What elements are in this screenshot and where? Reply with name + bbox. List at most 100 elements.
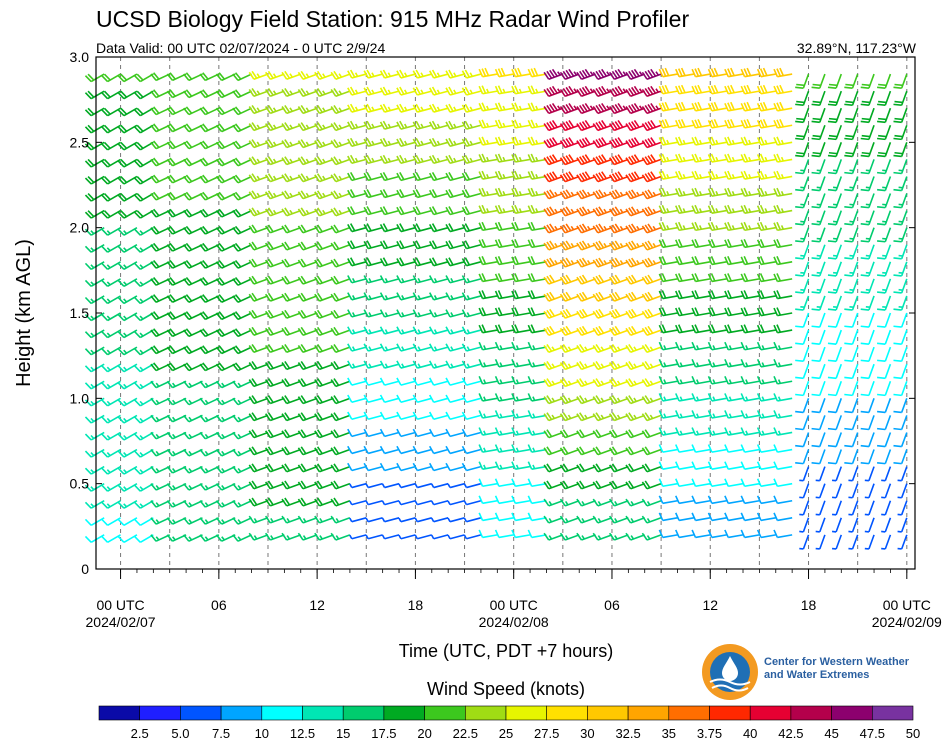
wind-barb bbox=[84, 107, 105, 117]
wind-barb bbox=[396, 223, 416, 233]
wind-barb bbox=[827, 415, 843, 431]
wind-barb bbox=[724, 461, 744, 470]
wind-barb bbox=[281, 429, 302, 439]
wind-barb bbox=[559, 189, 580, 200]
wind-barb bbox=[445, 360, 465, 369]
wind-barb bbox=[860, 278, 875, 294]
wind-barb bbox=[461, 275, 482, 284]
colorbar-label: 30 bbox=[580, 726, 594, 741]
wind-barb bbox=[314, 446, 334, 456]
wind-barb bbox=[478, 410, 498, 419]
wind-barb bbox=[248, 343, 269, 354]
wind-barb bbox=[527, 67, 547, 78]
wind-barb bbox=[330, 412, 351, 422]
wind-barb bbox=[281, 173, 302, 183]
wind-barb bbox=[264, 515, 285, 524]
wind-barb bbox=[101, 517, 121, 526]
wind-barb bbox=[559, 240, 580, 251]
wind-barb bbox=[625, 463, 646, 473]
wind-barb bbox=[183, 500, 203, 508]
wind-barb bbox=[827, 210, 843, 226]
wind-barb bbox=[795, 244, 810, 260]
wind-barb bbox=[811, 159, 826, 175]
wind-barb bbox=[445, 275, 465, 284]
wind-barb bbox=[248, 275, 269, 285]
wind-barb bbox=[641, 257, 662, 268]
wind-barb bbox=[379, 445, 400, 455]
wind-barb bbox=[625, 291, 646, 302]
wind-barb bbox=[811, 295, 826, 311]
wind-barb bbox=[494, 187, 514, 197]
wind-barb bbox=[844, 380, 859, 397]
wind-barb bbox=[349, 534, 367, 540]
y-axis-label: Height (km AGL) bbox=[13, 239, 35, 387]
wind-barb bbox=[478, 221, 498, 232]
wind-barb bbox=[795, 278, 810, 294]
wind-barb bbox=[412, 275, 432, 284]
wind-barb bbox=[675, 170, 695, 180]
wind-barb bbox=[608, 463, 629, 473]
wind-barb bbox=[592, 308, 613, 319]
wind-barb bbox=[461, 86, 482, 96]
wind-barb bbox=[691, 118, 711, 129]
wind-barb bbox=[461, 428, 482, 438]
wind-barb bbox=[740, 478, 760, 488]
wind-barb bbox=[463, 499, 482, 506]
wind-barb bbox=[724, 324, 744, 334]
wind-barb bbox=[625, 378, 646, 388]
wind-barb bbox=[691, 461, 711, 470]
wind-barb bbox=[150, 225, 171, 235]
wind-barb bbox=[608, 291, 629, 302]
wind-barb bbox=[707, 256, 727, 266]
colorbar: 2.5 5.0 7.5 10 12.5 15 17.5 20 22.5 25 27.5 30 32.5 3… bbox=[98, 705, 920, 741]
wind-barb bbox=[658, 324, 678, 334]
colorbar-label: 20 bbox=[417, 726, 431, 741]
wind-barb bbox=[101, 90, 121, 100]
wind-barb bbox=[511, 410, 531, 419]
wind-barb bbox=[396, 292, 416, 301]
wind-barb bbox=[347, 360, 367, 369]
wind-barb bbox=[117, 158, 138, 168]
wind-barb bbox=[641, 325, 662, 336]
wind-barb bbox=[675, 495, 695, 505]
wind-barb bbox=[150, 482, 171, 491]
wind-barb bbox=[893, 142, 908, 158]
wind-barb bbox=[641, 85, 662, 98]
wind-barb bbox=[641, 515, 662, 524]
wind-barb bbox=[330, 105, 351, 115]
wind-barb bbox=[641, 395, 662, 405]
wind-barb bbox=[199, 259, 220, 269]
wind-barb bbox=[740, 341, 760, 351]
wind-barb bbox=[724, 290, 744, 300]
wind-barb bbox=[281, 190, 302, 200]
wind-barb bbox=[592, 532, 613, 541]
wind-barb bbox=[330, 258, 351, 268]
wind-barb bbox=[248, 190, 269, 200]
colorbar-label: 35 bbox=[662, 726, 676, 741]
wind-barb bbox=[396, 411, 416, 421]
wind-barb bbox=[860, 398, 875, 414]
wind-barb bbox=[559, 154, 580, 166]
wind-barb bbox=[330, 378, 351, 388]
wind-barb bbox=[297, 156, 318, 166]
wind-barb bbox=[773, 461, 793, 470]
wind-barb bbox=[740, 529, 760, 539]
wind-barb bbox=[428, 275, 449, 284]
wind-barb bbox=[84, 363, 105, 373]
wind-barb bbox=[893, 193, 908, 209]
wind-barb bbox=[511, 187, 531, 197]
wind-barb bbox=[658, 410, 678, 419]
wind-barb bbox=[264, 532, 285, 541]
wind-barb bbox=[412, 223, 432, 233]
wind-barb bbox=[232, 431, 252, 440]
wind-barb bbox=[363, 206, 383, 216]
wind-barb bbox=[848, 500, 859, 516]
wind-barb bbox=[811, 363, 826, 380]
wind-barb bbox=[101, 73, 121, 83]
wind-barb bbox=[117, 278, 138, 288]
wind-barb bbox=[494, 341, 514, 351]
wind-barb bbox=[707, 101, 727, 112]
wind-barb bbox=[756, 170, 776, 180]
wind-barb bbox=[608, 378, 629, 388]
wind-barb bbox=[494, 290, 514, 300]
